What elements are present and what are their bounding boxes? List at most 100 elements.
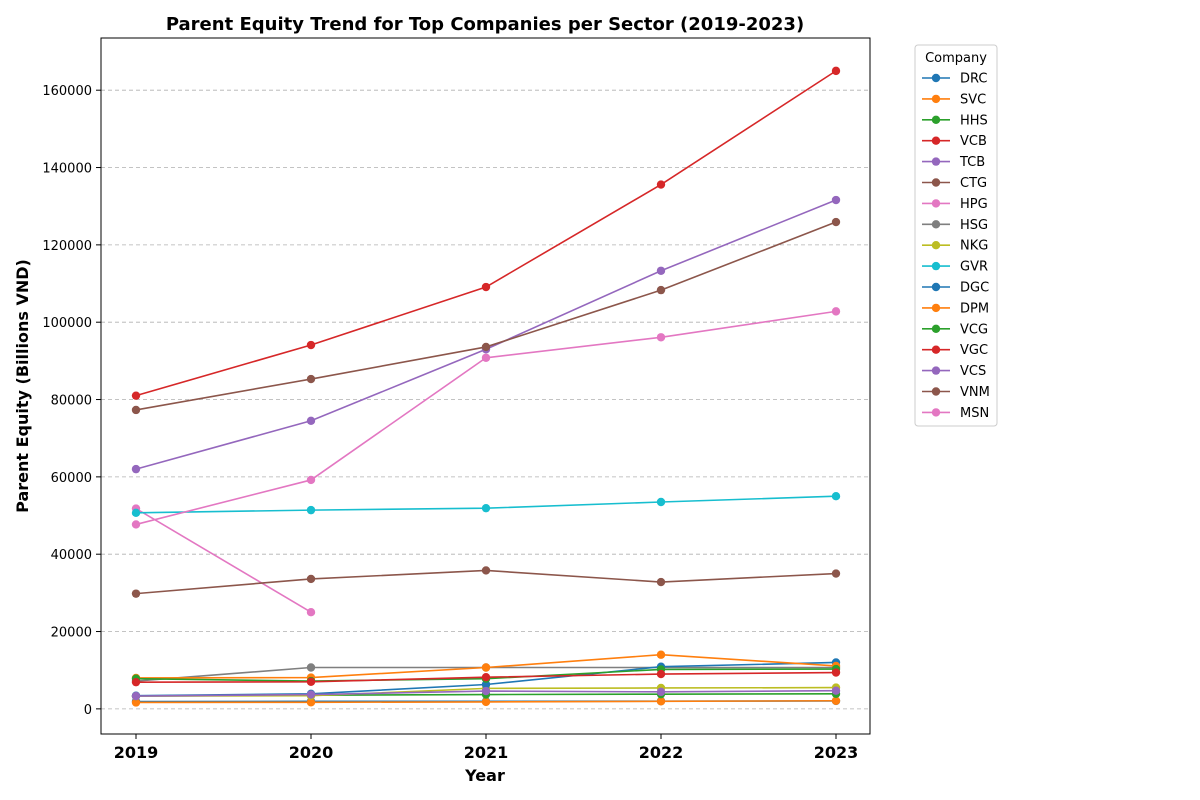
data-point (131, 520, 141, 529)
series-hpg (131, 504, 316, 617)
data-point (481, 686, 491, 696)
legend-item-hhs: HHS (922, 113, 988, 128)
legend-item-msn: MSN (922, 406, 989, 421)
legend-item-nkg: NKG (922, 239, 988, 254)
data-point (656, 669, 666, 679)
data-point (481, 282, 491, 292)
data-point (831, 696, 841, 705)
series-line (135, 221, 837, 411)
legend-label: NKG (960, 239, 988, 254)
data-point (831, 195, 841, 205)
legend-marker (931, 157, 941, 166)
series-line (135, 199, 837, 470)
y-tick-label: 100000 (42, 316, 92, 331)
data-point (131, 464, 141, 474)
legend-label: HHS (960, 113, 988, 128)
legend-item-ctg: CTG (922, 176, 987, 191)
data-point (831, 686, 841, 695)
legend-label: VCG (960, 322, 988, 337)
data-point (306, 505, 316, 515)
data-point (656, 285, 666, 295)
legend-label: DGC (960, 281, 989, 296)
data-point (306, 663, 316, 672)
legend-item-tcb: TCB (922, 155, 985, 170)
x-tick-label: 2019 (114, 743, 159, 762)
series-ctg (131, 217, 841, 415)
legend-item-hsg: HSG (922, 218, 988, 233)
y-tick-label: 80000 (51, 394, 92, 409)
y-axis-label: Parent Equity (Billions VND) (13, 259, 32, 513)
data-point (656, 333, 666, 342)
data-point (306, 340, 316, 350)
legend-marker (931, 345, 941, 354)
legend-marker (931, 178, 941, 187)
y-tick-label: 20000 (51, 626, 92, 641)
legend-item-dpm: DPM (922, 301, 989, 316)
data-point (831, 668, 841, 677)
data-point (481, 672, 491, 682)
data-point (131, 405, 141, 415)
data-point (656, 687, 666, 697)
data-point (306, 475, 316, 485)
data-point (656, 577, 666, 587)
data-point (656, 266, 666, 275)
plot-area (100, 37, 871, 735)
series-tcb (131, 195, 841, 474)
data-point (306, 416, 316, 425)
legend-item-gvr: GVR (922, 260, 988, 275)
data-point (656, 497, 666, 507)
x-axis-label: Year (464, 766, 505, 785)
y-axis: 0 20000 40000 60000 80000 100000 120000 140000 1… (42, 84, 101, 718)
data-point (306, 698, 316, 707)
legend-marker (931, 94, 941, 104)
legend-label: GVR (960, 260, 988, 275)
data-point (831, 492, 841, 501)
series-vnm (131, 566, 841, 598)
legend-label: TCB (959, 155, 985, 170)
data-point (306, 677, 316, 686)
grid-lines (101, 89, 870, 710)
legend-item-dgc: DGC (922, 281, 989, 296)
legend-label: HSG (960, 218, 988, 233)
y-tick-label: 60000 (51, 471, 92, 486)
series-gvr (131, 492, 841, 518)
legend-marker (931, 303, 941, 313)
legend-marker (931, 220, 941, 229)
legend-marker (931, 366, 941, 375)
x-tick-label: 2023 (814, 743, 859, 762)
x-axis: 2019 2020 2021 2022 2023 (114, 734, 859, 762)
data-point (831, 217, 841, 227)
data-point (656, 180, 666, 189)
legend-marker (931, 241, 941, 250)
y-tick-label: 140000 (42, 162, 92, 177)
data-point (306, 690, 316, 699)
data-point (131, 691, 141, 701)
y-tick-label: 160000 (42, 84, 92, 99)
legend-marker (931, 261, 941, 271)
legend-item-vcg: VCG (922, 322, 988, 337)
data-point (131, 508, 141, 518)
legend-item-drc: DRC (922, 72, 987, 87)
series-line (135, 507, 312, 613)
legend-marker (931, 387, 941, 396)
legend-item-vnm: VNM (922, 385, 990, 400)
legend-item-vcs: VCS (922, 364, 986, 379)
x-tick-label: 2021 (464, 743, 509, 762)
legend-label: VCB (960, 134, 987, 149)
data-point (831, 66, 841, 76)
data-point (131, 589, 141, 598)
data-point (481, 697, 491, 707)
y-tick-label: 40000 (51, 548, 92, 563)
legend-label: VGC (960, 343, 988, 358)
legend-marker (931, 115, 941, 125)
legend-marker (931, 408, 941, 417)
legend: Company DRC SVC HHS VCB TCB CTG HPG HSG NKG GVR DG… (914, 44, 998, 427)
legend-label: DRC (960, 72, 987, 87)
legend-item-vcb: VCB (922, 134, 987, 149)
legend-label: HPG (960, 197, 988, 212)
legend-marker (931, 136, 941, 145)
legend-label: VNM (960, 385, 990, 400)
legend-label: VCS (960, 364, 986, 379)
data-point (481, 663, 491, 672)
